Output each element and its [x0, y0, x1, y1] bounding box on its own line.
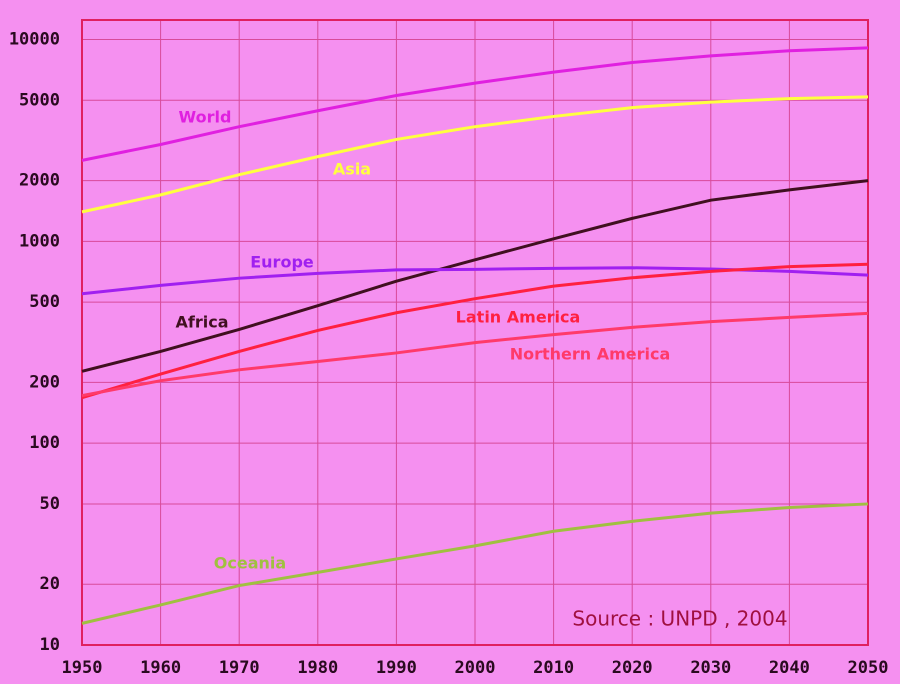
y-tick-label: 50	[40, 494, 60, 514]
series-label: Asia	[333, 160, 371, 179]
series-line	[81, 179, 869, 373]
series-label: World	[179, 108, 232, 127]
y-tick-label: 100	[29, 433, 60, 453]
x-tick-label: 1970	[219, 658, 260, 678]
x-tick-label: 1980	[297, 658, 338, 678]
y-tick-label: 10	[40, 635, 60, 655]
x-tick-label: 2050	[848, 658, 889, 678]
x-tick-label: 1960	[140, 658, 181, 678]
y-tick-label: 2000	[19, 171, 60, 191]
series-line	[81, 262, 869, 400]
series-line	[81, 502, 869, 625]
series-label: Africa	[176, 313, 229, 332]
y-tick-label: 1000	[19, 231, 60, 251]
x-tick-label: 1990	[376, 658, 417, 678]
series-label: Oceania	[214, 554, 286, 573]
series-line	[81, 46, 869, 162]
y-tick-label: 10000	[9, 30, 60, 50]
x-tick-label: 2020	[612, 658, 653, 678]
series-label: Latin America	[456, 308, 581, 327]
plot-border	[81, 19, 869, 646]
y-tick-label: 200	[29, 372, 60, 392]
source-note: Source : UNPD , 2004	[572, 607, 787, 631]
x-tick-label: 2040	[769, 658, 810, 678]
x-tick-label: 2000	[455, 658, 496, 678]
x-tick-label: 2030	[690, 658, 731, 678]
series-label: Europe	[250, 253, 314, 272]
x-tick-label: 1950	[62, 658, 103, 678]
y-tick-label: 20	[40, 574, 60, 594]
y-tick-label: 500	[29, 292, 60, 312]
series-label: Northern America	[510, 345, 671, 364]
y-tick-label: 5000	[19, 90, 60, 110]
series-line	[81, 95, 869, 214]
x-tick-label: 2010	[533, 658, 574, 678]
series-line	[81, 311, 869, 398]
